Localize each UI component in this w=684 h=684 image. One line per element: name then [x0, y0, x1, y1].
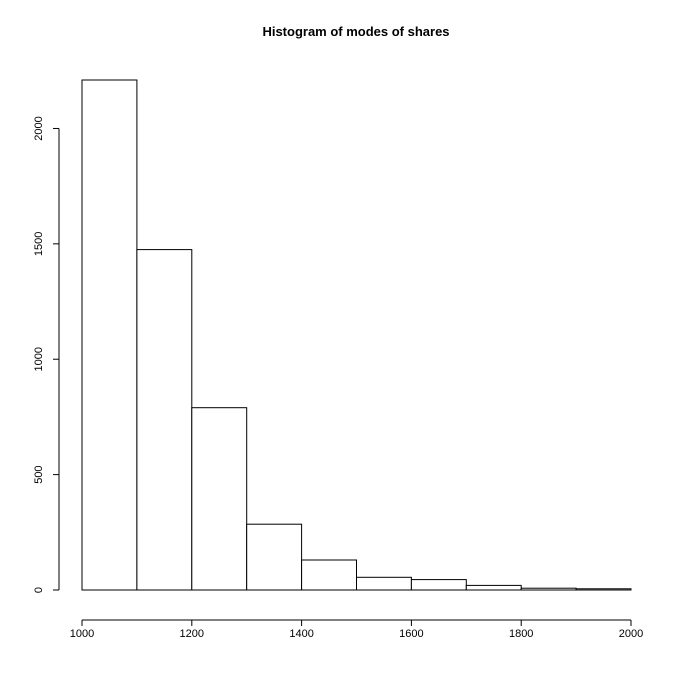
chart-title: Histogram of modes of shares [262, 24, 449, 39]
x-tick-label: 1400 [289, 628, 313, 640]
histogram-bar-4 [246, 523, 303, 591]
histogram-bar-8 [465, 584, 522, 591]
y-tick-label: 2000 [33, 116, 45, 140]
histogram-bar-3 [191, 407, 248, 591]
y-axis: 0 500 1000 1500 2000 [33, 116, 60, 593]
histogram-bar-6 [356, 576, 412, 591]
y-tick-label: 1500 [33, 232, 45, 256]
x-tick-label: 1600 [399, 628, 423, 640]
y-tick-label: 1000 [33, 347, 45, 371]
histogram-bar-9 [520, 587, 577, 591]
histogram-bar-5 [301, 559, 358, 591]
y-tick-label: 500 [33, 465, 45, 483]
histogram-bar-7 [410, 579, 467, 591]
x-tick-label: 1000 [70, 628, 94, 640]
x-axis: 1000 1200 1400 1600 1800 2000 [70, 619, 643, 640]
y-tick-label: 0 [33, 587, 45, 593]
x-tick-label: 1200 [180, 628, 204, 640]
x-tick-label: 1800 [509, 628, 533, 640]
histogram-bar-2 [136, 249, 193, 591]
histogram-bar-10 [575, 588, 632, 591]
histogram-bar-1 [81, 79, 138, 591]
bars-group [81, 79, 632, 591]
x-tick-label: 2000 [619, 628, 643, 640]
